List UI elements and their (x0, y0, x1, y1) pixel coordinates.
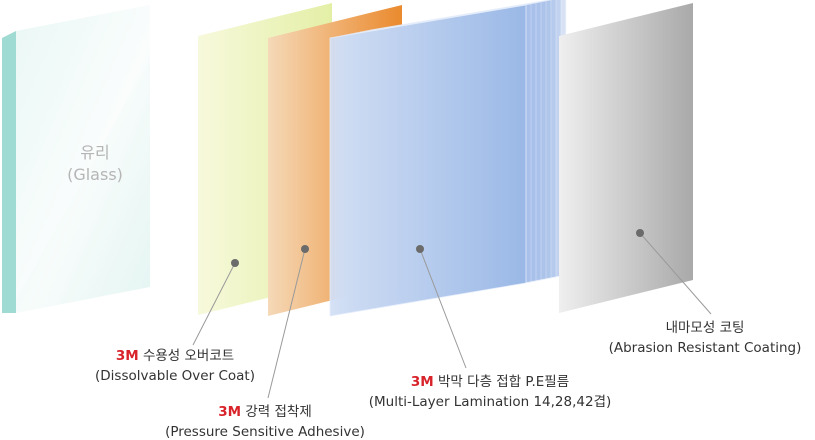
film-english-name: (Multi-Layer Lamination 14,28,42겹) (368, 394, 612, 410)
film-layer-stack (329, 0, 567, 317)
overcoat-leader-line (192, 262, 236, 346)
coating-english-name: (Abrasion Resistant Coating) (608, 340, 802, 356)
glass-panel (2, 5, 150, 313)
overcoat-marker-dot (231, 259, 239, 267)
film-brand: 3M (410, 374, 434, 390)
coating-label: 내마모성 코팅 (Abrasion Resistant Coating) (595, 318, 815, 358)
glass-title: 유리 (80, 143, 110, 162)
film-label: 3M 박막 다층 접합 P.E필름 (Multi-Layer Laminatio… (340, 372, 640, 412)
coating-leader-line (639, 232, 712, 315)
adhesive-korean-name: 강력 접착제 (245, 404, 312, 420)
glass-label: 유리 (Glass) (20, 142, 170, 186)
adhesive-brand: 3M (218, 404, 242, 420)
coating-korean-name: 내마모성 코팅 (665, 320, 745, 336)
overcoat-korean-name: 수용성 오버코트 (142, 348, 235, 364)
adhesive-marker-dot (301, 245, 309, 253)
film-leader-line (419, 248, 467, 369)
overcoat-english-name: (Dissolvable Over Coat) (95, 368, 255, 384)
film-korean-name: 박막 다층 접합 P.E필름 (438, 374, 570, 390)
overcoat-label: 3M 수용성 오버코트 (Dissolvable Over Coat) (55, 346, 295, 386)
coating-layer (559, 3, 693, 313)
coating-marker-dot (636, 229, 644, 237)
adhesive-leader-line (267, 248, 306, 399)
adhesive-label: 3M 강력 접착제 (Pressure Sensitive Adhesive) (135, 402, 395, 440)
glass-subtitle: (Glass) (67, 165, 123, 184)
adhesive-english-name: (Pressure Sensitive Adhesive) (165, 424, 365, 440)
film-sheet (329, 4, 527, 317)
film-marker-dot (416, 245, 424, 253)
overcoat-brand: 3M (115, 348, 139, 364)
